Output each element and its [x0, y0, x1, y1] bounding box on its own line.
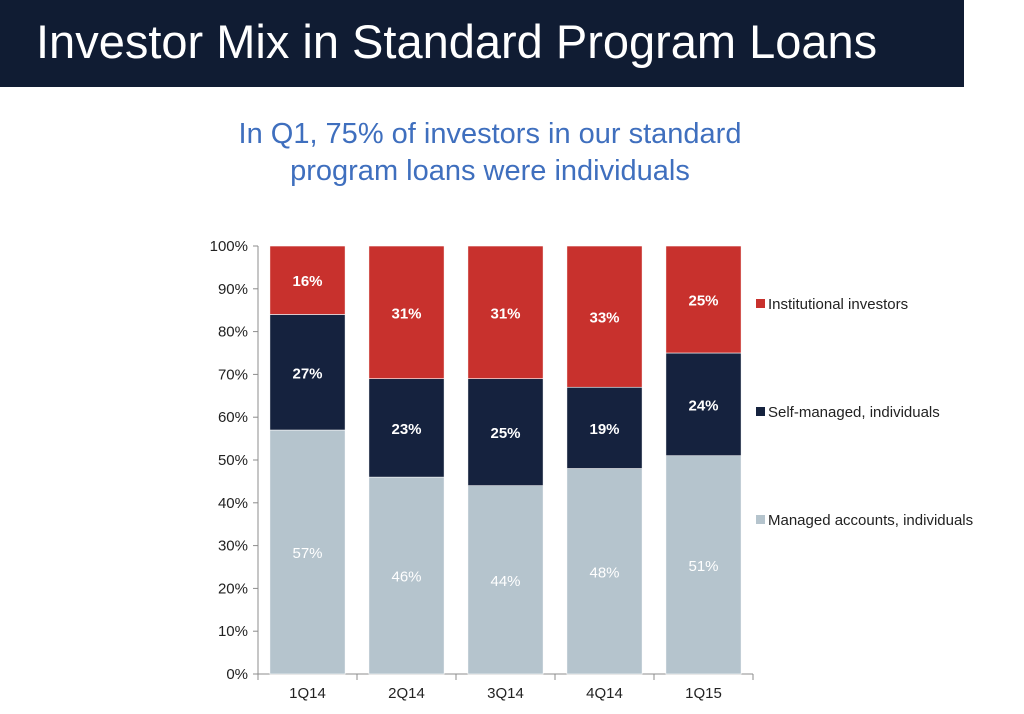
y-tick-label: 60% — [218, 409, 248, 426]
data-label: 23% — [391, 421, 421, 438]
legend-label: Self-managed, individuals — [768, 404, 940, 421]
x-tick-label: 3Q14 — [487, 685, 524, 702]
bar-segment — [665, 245, 742, 354]
data-label: 24% — [688, 397, 718, 414]
bar-segment — [269, 245, 346, 315]
x-tick-label: 2Q14 — [388, 685, 425, 702]
data-label: 31% — [391, 305, 421, 322]
data-label: 25% — [490, 425, 520, 442]
x-tick-label: 4Q14 — [586, 685, 623, 702]
legend-swatch — [756, 299, 765, 308]
bar-segment — [566, 386, 643, 469]
data-label: 46% — [391, 569, 421, 586]
legend-label: Managed accounts, individuals — [768, 512, 973, 529]
x-tick-label: 1Q14 — [289, 685, 326, 702]
x-tick-label: 1Q15 — [685, 685, 722, 702]
data-label: 25% — [688, 293, 718, 310]
y-tick-label: 40% — [218, 495, 248, 512]
y-tick-label: 80% — [218, 324, 248, 341]
y-tick-label: 70% — [218, 366, 248, 383]
legend-label: Institutional investors — [768, 296, 908, 313]
page-title: Investor Mix in Standard Program Loans — [36, 15, 878, 68]
data-label: 48% — [589, 564, 619, 581]
data-label: 44% — [490, 573, 520, 590]
bar-segment — [368, 378, 445, 478]
data-label: 27% — [292, 365, 322, 382]
bar-segment — [467, 378, 544, 486]
title-bar: Investor Mix in Standard Program Loans — [0, 0, 964, 87]
data-label: 51% — [688, 558, 718, 575]
y-tick-label: 0% — [226, 666, 248, 683]
y-tick-label: 20% — [218, 580, 248, 597]
bar-segment — [566, 245, 643, 388]
bar-segment — [467, 485, 544, 675]
data-label: 33% — [589, 310, 619, 327]
data-label: 19% — [589, 421, 619, 438]
bar-segment — [467, 245, 544, 379]
data-label: 31% — [490, 305, 520, 322]
bar-segment — [269, 429, 346, 675]
chart-subtitle: In Q1, 75% of investors in our standard … — [238, 118, 742, 187]
y-tick-label: 100% — [210, 238, 248, 255]
bar-segment — [368, 476, 445, 675]
bar-segment — [566, 468, 643, 675]
y-tick-label: 90% — [218, 281, 248, 298]
y-tick-label: 10% — [218, 623, 248, 640]
bar-segment — [665, 352, 742, 457]
legend-swatch — [756, 515, 765, 524]
data-label: 16% — [292, 273, 322, 290]
bar-segment — [368, 245, 445, 379]
y-tick-label: 50% — [218, 452, 248, 469]
legend-swatch — [756, 407, 765, 416]
data-label: 57% — [292, 545, 322, 562]
bar-segment — [269, 314, 346, 431]
y-tick-label: 30% — [218, 538, 248, 555]
bar-segment — [665, 455, 742, 675]
